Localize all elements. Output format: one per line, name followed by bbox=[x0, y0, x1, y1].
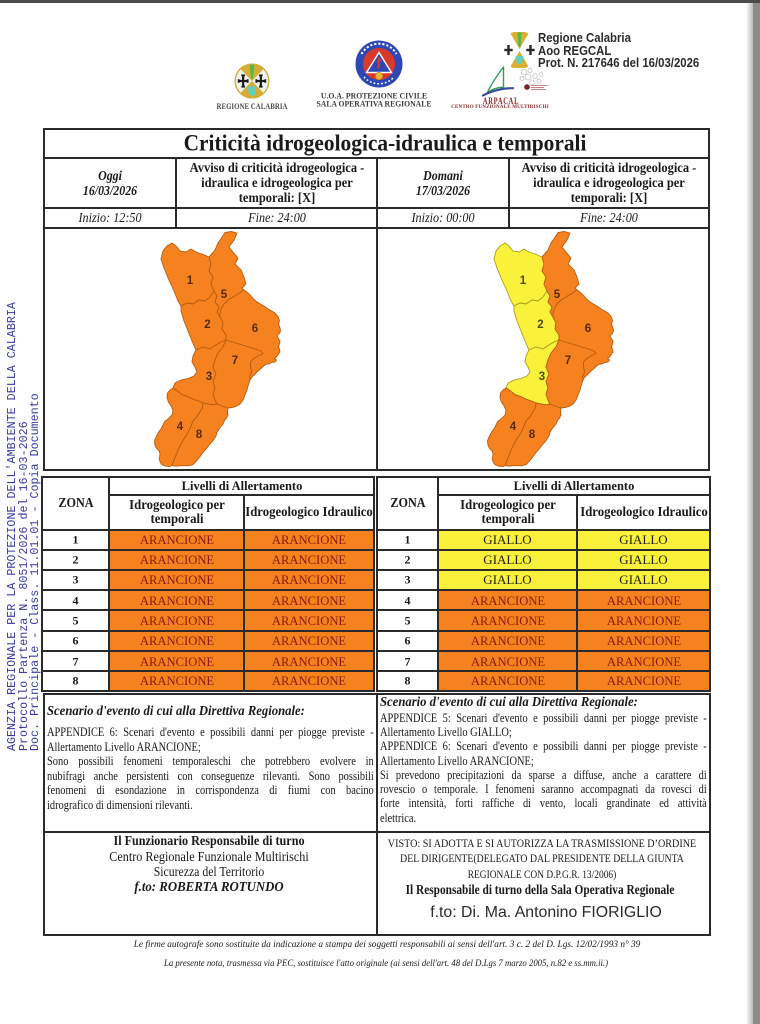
svg-text:5: 5 bbox=[554, 289, 561, 301]
svg-text:3: 3 bbox=[206, 371, 212, 383]
svg-text:7: 7 bbox=[565, 355, 571, 367]
svg-text:8: 8 bbox=[196, 429, 203, 441]
svg-text:2: 2 bbox=[537, 319, 543, 331]
svg-text:2: 2 bbox=[204, 319, 210, 331]
svg-text:4: 4 bbox=[510, 421, 517, 433]
svg-text:6: 6 bbox=[252, 323, 258, 335]
svg-text:1: 1 bbox=[520, 275, 527, 287]
svg-text:1: 1 bbox=[187, 275, 194, 287]
svg-text:5: 5 bbox=[221, 289, 228, 301]
svg-text:8: 8 bbox=[529, 429, 536, 441]
svg-text:6: 6 bbox=[585, 323, 591, 335]
svg-text:3: 3 bbox=[539, 371, 545, 383]
svg-text:4: 4 bbox=[177, 421, 184, 433]
svg-text:7: 7 bbox=[232, 355, 238, 367]
